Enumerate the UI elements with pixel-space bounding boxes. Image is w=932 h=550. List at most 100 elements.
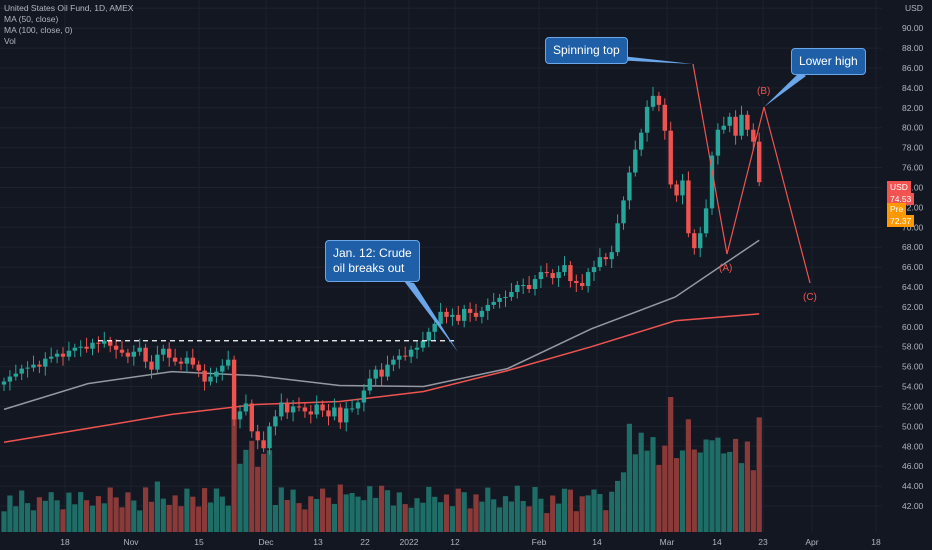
price-tick-label: 76.00 [902, 163, 924, 173]
volume-bar [744, 441, 750, 532]
candle-body [54, 353, 60, 357]
spinning-top-text: Spinning top [553, 43, 620, 57]
candle-body [526, 285, 532, 289]
volume-bar [556, 503, 562, 532]
candle-body [432, 323, 437, 332]
volume-bar [733, 438, 739, 532]
candle-body [279, 402, 284, 417]
volume-bar [337, 484, 343, 532]
spinning-top-callout: Spinning top [545, 37, 628, 64]
price-tick-label: 86.00 [902, 63, 924, 73]
volume-bar [461, 492, 467, 532]
chart-legend: United States Oil Fund, 1D, AMEX MA (50,… [4, 3, 133, 47]
volume-bar [384, 490, 391, 532]
currency-label[interactable]: USD [905, 3, 923, 13]
crude-breakout-line2: oil breaks out [333, 261, 405, 275]
premarket-price-tag: Pre72.37 [887, 203, 932, 227]
candle-body [680, 180, 685, 196]
volume-bar [561, 488, 568, 532]
candle-body [745, 114, 750, 130]
volume-legend[interactable]: Vol [4, 36, 16, 46]
candle-body [591, 267, 597, 273]
candle-body [444, 311, 449, 317]
volume-bar [709, 440, 715, 532]
time-tick-label: 22 [360, 537, 370, 547]
volume-bar [703, 439, 709, 532]
candles [1, 86, 762, 455]
annotation-lines [98, 55, 811, 352]
candle-body [491, 301, 496, 305]
volume-bar [685, 419, 691, 532]
candle-body [485, 304, 490, 311]
volume-bar [154, 481, 160, 532]
price-tick-label: 90.00 [902, 23, 924, 33]
volume-bar [426, 486, 432, 532]
volume-bar [502, 496, 509, 532]
volume-bar [184, 488, 190, 532]
candle-body [320, 404, 325, 411]
volume-bar [373, 497, 379, 532]
candle-body [391, 359, 396, 365]
wave-c-label: (C) [803, 292, 817, 303]
volume-bar [443, 494, 450, 532]
candle-body [373, 369, 378, 379]
price-tick-label: 60.00 [902, 322, 924, 332]
volume-bar [290, 489, 296, 532]
candle-body [308, 411, 313, 415]
candle-body [161, 348, 166, 355]
volume-bar [272, 505, 278, 532]
price-tick-label: 82.00 [902, 103, 924, 113]
time-tick-label: 18 [871, 537, 881, 547]
candle-body [296, 406, 302, 408]
candle-body [615, 223, 620, 253]
volume-bar [668, 397, 674, 532]
volume-bar [367, 486, 373, 532]
candle-body [544, 272, 549, 274]
candle-body [698, 233, 703, 249]
volume-bar [420, 502, 426, 532]
lower-high-text: Lower high [799, 54, 858, 68]
volume-bar [485, 487, 491, 532]
last-price-value: 74.53 [887, 193, 915, 205]
ma100-legend[interactable]: MA (100, close, 0) [4, 25, 73, 35]
candle-body [125, 352, 131, 357]
volume-bar [84, 500, 90, 532]
price-tick-label: 74.00 [902, 182, 924, 192]
candle-body [621, 200, 626, 224]
volume-bar [597, 494, 603, 532]
candle-body [644, 106, 650, 133]
volume-bar [36, 497, 42, 532]
volume-bar [7, 495, 13, 532]
candle-body [515, 285, 520, 292]
volume-bar [414, 498, 420, 532]
candle-body [715, 129, 721, 156]
volume-bar [343, 494, 349, 532]
volume-bar [101, 503, 107, 532]
price-tick-label: 68.00 [902, 242, 924, 252]
volume-bar [449, 506, 455, 532]
candle-body [403, 355, 408, 357]
volume-bar [278, 487, 284, 532]
symbol-title[interactable]: United States Oil Fund, 1D, AMEX [4, 3, 134, 13]
price-tick-label: 44.00 [902, 481, 924, 491]
volume-bar [72, 504, 78, 532]
candle-body [72, 347, 77, 351]
candle-body [456, 314, 461, 321]
candle-body [627, 172, 632, 201]
candle-body [344, 408, 349, 423]
volume-bar [196, 506, 202, 532]
candle-body [709, 155, 715, 209]
candle-body [255, 431, 260, 441]
price-tick-label: 42.00 [902, 501, 924, 511]
volume-bar [438, 502, 444, 532]
candle-body [290, 406, 296, 413]
volume-bar [390, 505, 396, 532]
ma50-legend[interactable]: MA (50, close) [4, 14, 59, 24]
price-tick-label: 48.00 [902, 441, 924, 451]
candle-body [597, 257, 603, 268]
candle-body [420, 340, 426, 348]
candle-body [49, 356, 54, 359]
price-axis: 42.00 44.00 46.00 48.00 50.00 52.00 54.00 56.00… [902, 23, 924, 511]
